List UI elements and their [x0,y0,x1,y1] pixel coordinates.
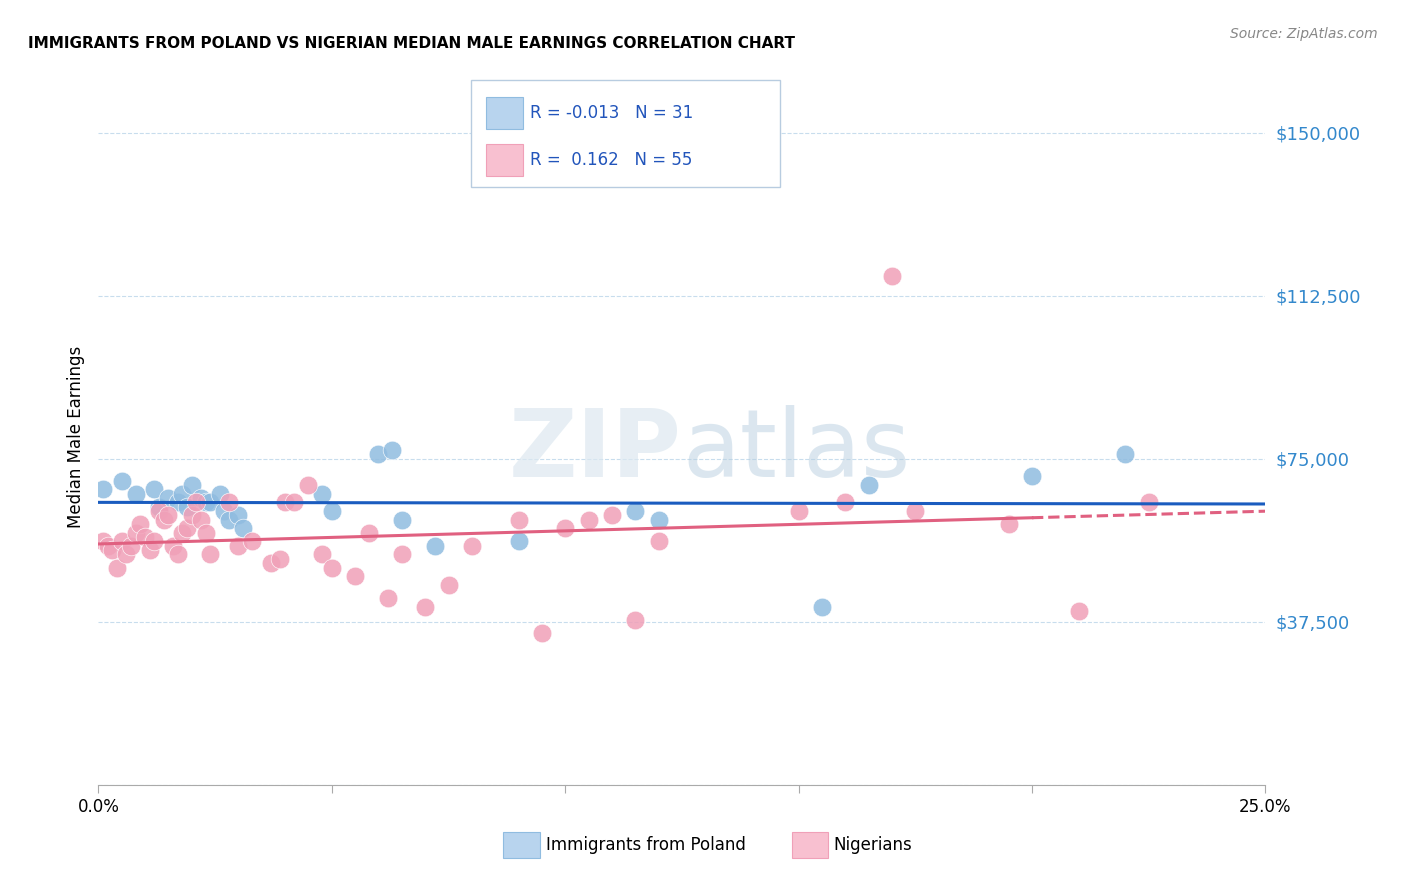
Y-axis label: Median Male Earnings: Median Male Earnings [66,346,84,528]
Point [228,539,250,553]
Point [321,560,343,574]
Point [190,491,212,505]
Point [297,478,319,492]
Point [139,543,162,558]
Point [190,513,212,527]
Point [176,500,198,514]
Point [381,443,404,458]
Point [105,560,128,574]
Point [508,513,530,527]
Point [508,534,530,549]
Point [214,504,236,518]
Point [997,516,1019,531]
Point [1137,495,1160,509]
Point [391,513,413,527]
Point [1021,469,1043,483]
Text: Immigrants from Poland: Immigrants from Poland [546,836,745,854]
Point [554,521,576,535]
Text: R =  0.162   N = 55: R = 0.162 N = 55 [530,151,692,169]
Point [101,543,124,558]
Text: IMMIGRANTS FROM POLAND VS NIGERIAN MEDIAN MALE EARNINGS CORRELATION CHART: IMMIGRANTS FROM POLAND VS NIGERIAN MEDIA… [28,36,796,51]
Point [811,599,834,614]
Point [311,486,333,500]
Point [834,495,856,509]
Point [91,482,114,496]
Point [157,508,180,523]
Point [111,474,134,488]
Text: Nigerians: Nigerians [834,836,912,854]
Point [194,495,217,509]
Point [180,508,202,523]
Point [172,486,194,500]
Point [200,548,222,562]
Point [172,525,194,540]
Point [260,556,283,570]
Point [413,599,436,614]
Point [143,482,166,496]
Point [461,539,484,553]
Point [391,548,413,562]
Point [228,508,250,523]
Point [858,478,880,492]
Point [1114,447,1136,462]
Point [129,516,152,531]
Text: ZIP: ZIP [509,405,682,497]
Point [176,521,198,535]
Point [437,578,460,592]
Point [367,447,389,462]
Point [269,551,291,566]
Point [152,513,174,527]
Point [148,504,170,518]
Text: Source: ZipAtlas.com: Source: ZipAtlas.com [1230,27,1378,41]
Point [377,591,399,605]
Point [530,625,553,640]
Point [904,504,927,518]
Text: atlas: atlas [682,405,910,497]
Point [423,539,446,553]
Point [647,534,669,549]
Point [111,534,134,549]
Point [880,269,903,284]
Point [97,539,120,553]
Point [125,525,148,540]
Point [242,534,264,549]
Point [321,504,343,518]
Text: R = -0.013   N = 31: R = -0.013 N = 31 [530,104,693,122]
Point [125,486,148,500]
Point [143,534,166,549]
Point [600,508,623,523]
Point [162,539,184,553]
Point [115,548,138,562]
Point [148,500,170,514]
Point [200,495,222,509]
Point [274,495,297,509]
Point [283,495,305,509]
Point [647,513,669,527]
Point [180,478,202,492]
Point [359,525,381,540]
Point [208,486,231,500]
Point [134,530,156,544]
Point [624,613,647,627]
Point [194,525,217,540]
Point [344,569,367,583]
Point [311,548,333,562]
Point [1067,604,1090,618]
Point [166,548,188,562]
Point [578,513,600,527]
Point [166,495,188,509]
Point [120,539,142,553]
Point [91,534,114,549]
Point [787,504,810,518]
Point [232,521,254,535]
Point [218,513,240,527]
Point [624,504,647,518]
Point [186,495,208,509]
Point [218,495,240,509]
Point [157,491,180,505]
